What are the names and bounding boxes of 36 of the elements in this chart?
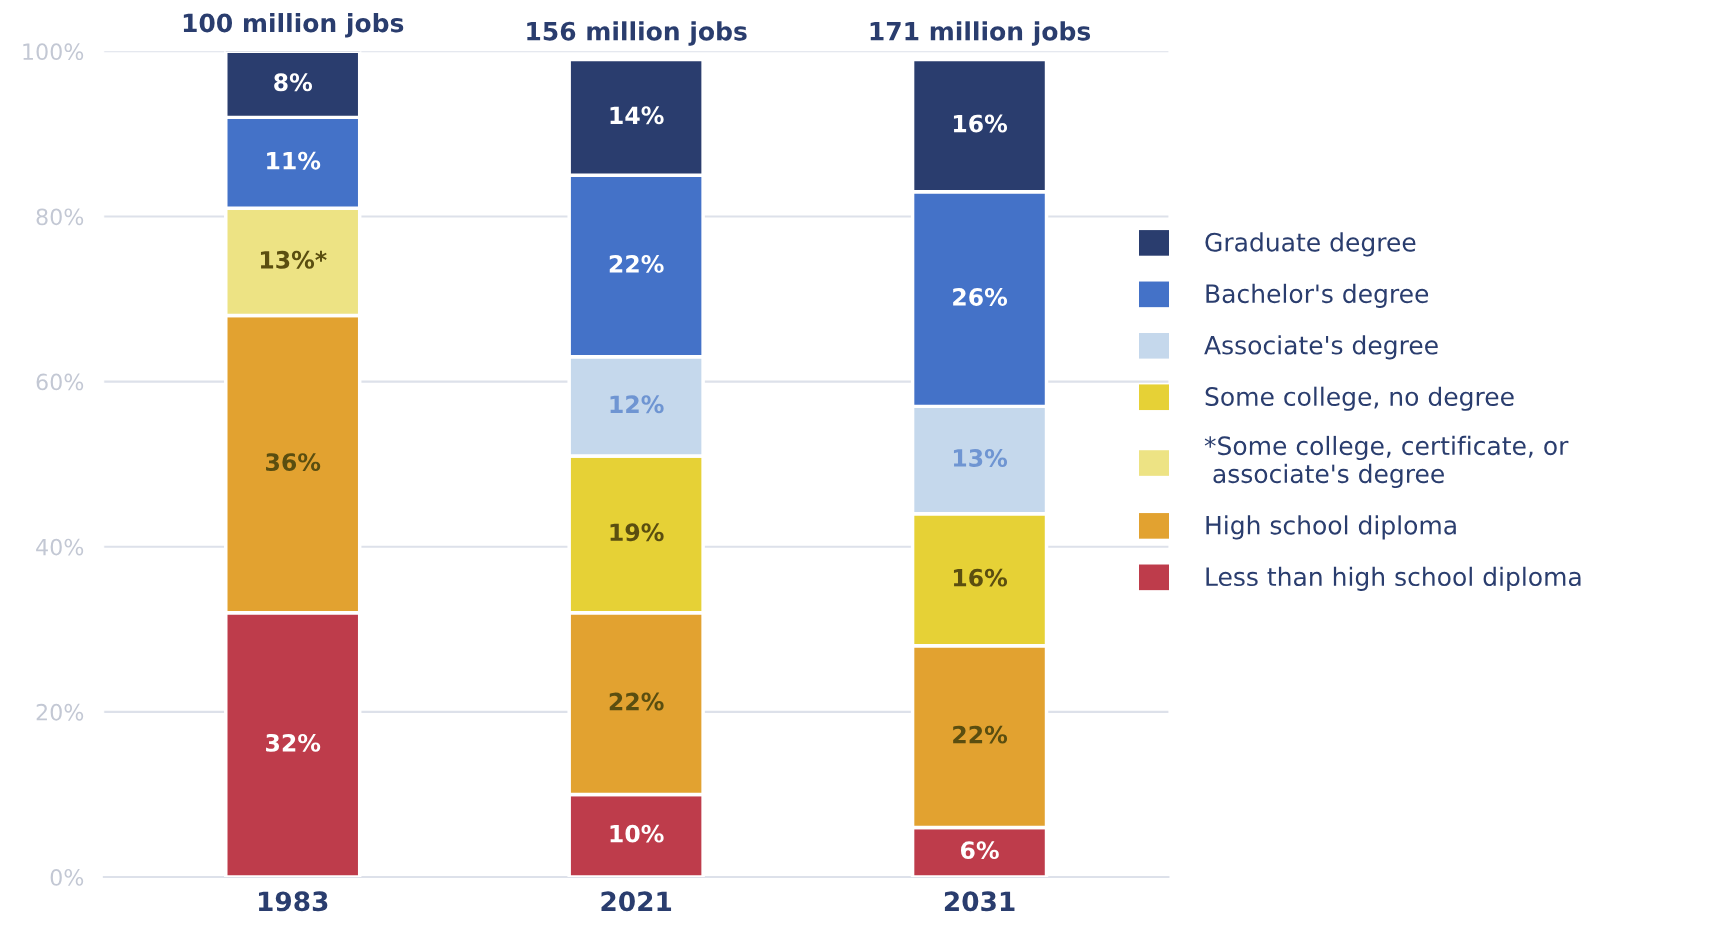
legend-label: Graduate degree (1205, 232, 1416, 257)
data-label: 13%* (260, 250, 327, 269)
data-label: 11% (267, 151, 321, 170)
y-tick-label: 60% (36, 373, 84, 391)
data-label: 22% (609, 692, 664, 711)
annotation: 100 million jobs (183, 13, 404, 38)
data-label: 6% (960, 841, 999, 860)
data-label: 8% (274, 73, 313, 92)
data-label: 26% (953, 288, 1008, 306)
y-tick-label: 80% (36, 208, 84, 226)
legend-label: Less than high school diploma (1206, 566, 1581, 591)
data-label: 12% (610, 395, 664, 414)
data-label: 13% (953, 449, 1008, 467)
data-label: 10% (610, 824, 664, 843)
legend-label: High school diploma (1206, 515, 1456, 540)
y-tick-label: 0% (50, 868, 84, 886)
data-label: 32% (266, 733, 321, 752)
legend-label: Associate's degree (1204, 335, 1438, 360)
data-label: 36% (266, 453, 321, 472)
x-tick-label: 2021 (601, 891, 672, 912)
data-label: 19% (610, 523, 664, 542)
annotation: 171 million jobs (870, 21, 1091, 46)
data-label: 22% (953, 725, 1008, 744)
legend-label: Bachelor's degree (1206, 283, 1429, 308)
data-label: 16% (953, 568, 1008, 587)
data-label: 16% (953, 114, 1008, 133)
legend-label: *Some college, certificate, or associate's degree (1204, 435, 1569, 489)
y-tick-label: 100% (23, 43, 84, 61)
data-label: 14% (610, 106, 664, 125)
y-tick-label: 40% (36, 538, 84, 556)
annotation: 156 million jobs (527, 21, 747, 46)
x-tick-label: 1983 (258, 891, 328, 912)
x-tick-label: 2031 (944, 891, 1015, 912)
data-label: 22% (609, 254, 664, 273)
y-tick-label: 20% (36, 703, 84, 721)
legend-label: Some college, no degree (1205, 386, 1514, 411)
